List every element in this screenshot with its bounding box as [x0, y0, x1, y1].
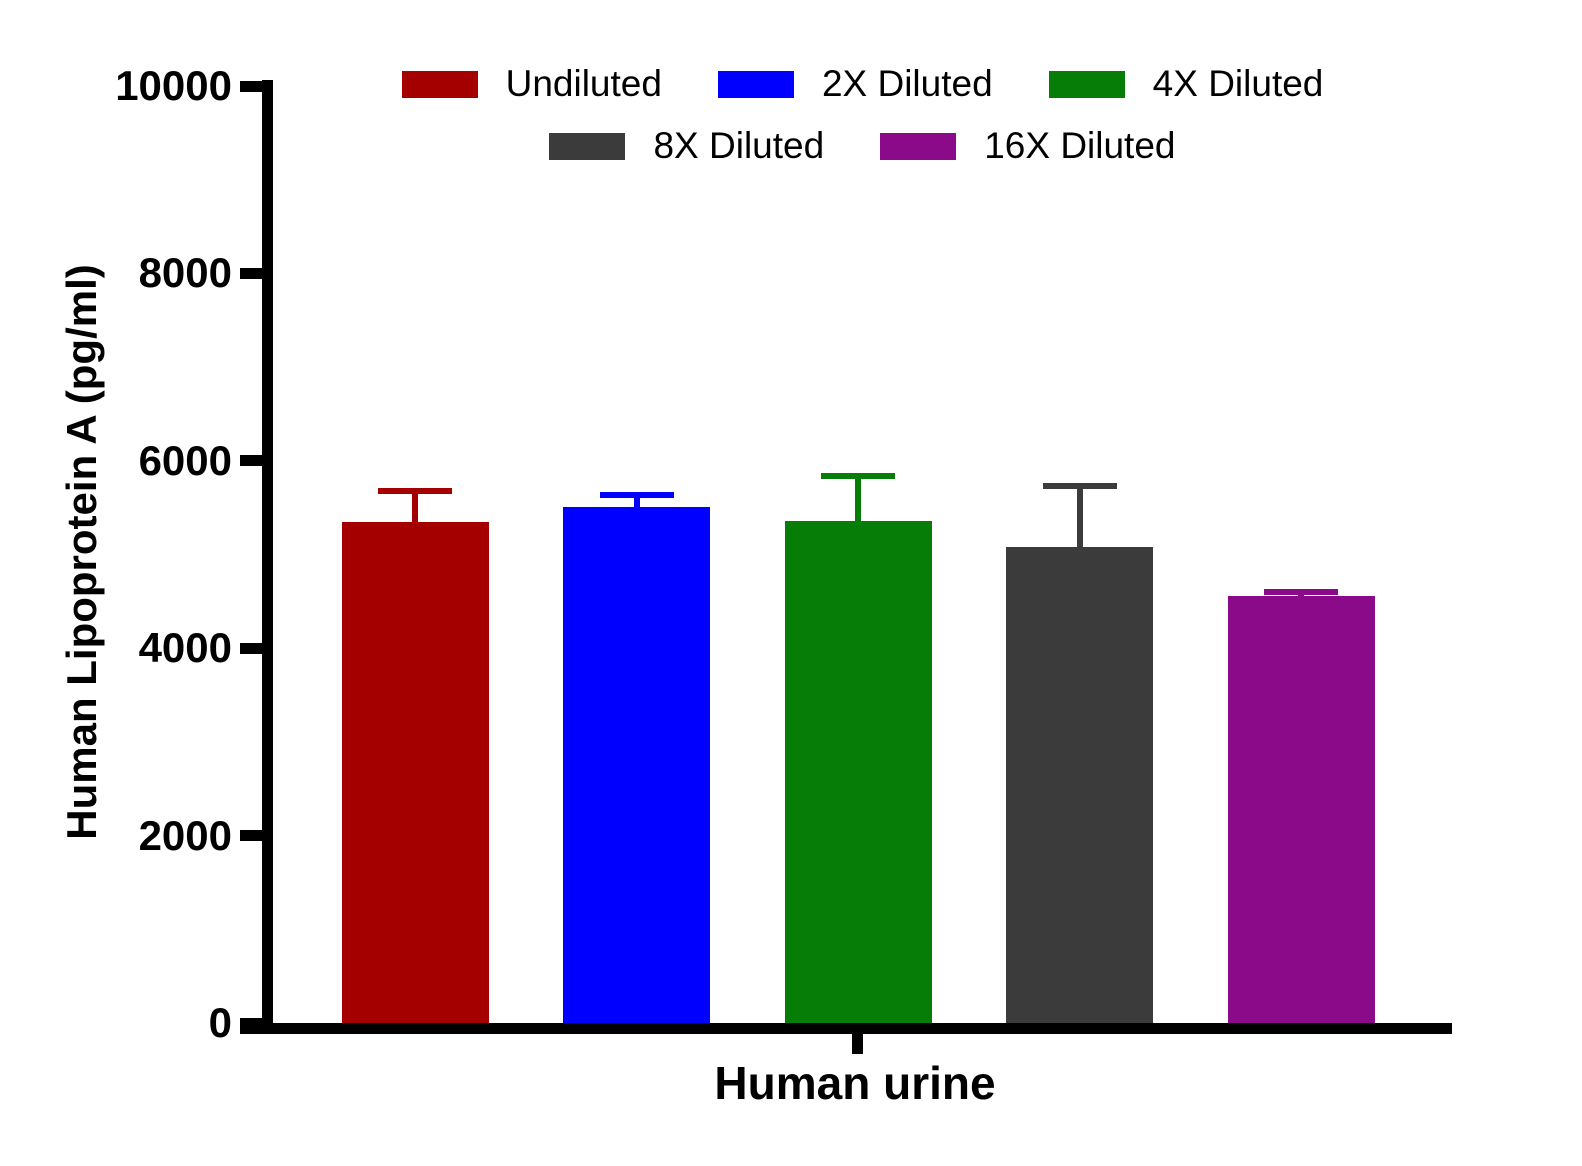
y-tick-label: 4000 — [138, 624, 232, 672]
error-bar-stem — [412, 487, 418, 524]
legend-swatch — [549, 133, 626, 161]
legend-swatch — [1048, 70, 1125, 98]
x-tick — [852, 1034, 863, 1054]
legend-label: 8X Diluted — [653, 125, 825, 167]
bar-4x-diluted — [784, 520, 932, 1023]
legend-item-2x-diluted: 2X Diluted — [717, 62, 993, 106]
legend-swatch — [880, 133, 957, 161]
legend-item-8x-diluted: 8X Diluted — [549, 124, 824, 168]
legend-swatch — [717, 70, 794, 98]
legend: Undiluted 2X Diluted 4X Diluted 8X Diluted 1… — [273, 62, 1452, 169]
legend-label: 16X Diluted — [984, 125, 1176, 167]
legend-item-16x-diluted: 16X Diluted — [880, 124, 1176, 168]
bar-2x-diluted — [563, 506, 710, 1023]
legend-label: Undiluted — [505, 63, 662, 104]
error-bar-cap — [599, 491, 674, 498]
error-bar-stem — [1076, 483, 1083, 549]
x-axis-spine — [240, 1023, 1452, 1034]
y-axis-title: Human Lipoprotein A (pg/ml) — [58, 264, 105, 840]
y-tick — [240, 80, 262, 92]
y-tick-label: 2000 — [138, 811, 232, 859]
bar-undiluted — [341, 521, 489, 1023]
y-axis-spine — [262, 80, 273, 1034]
legend-label: 4X Diluted — [1152, 63, 1324, 104]
legend-row: Undiluted 2X Diluted 4X Diluted — [401, 62, 1324, 106]
bar-8x-diluted — [1006, 547, 1153, 1023]
y-tick — [240, 830, 262, 842]
y-tick — [240, 455, 262, 467]
y-tick-label: 6000 — [138, 436, 232, 484]
y-tick — [240, 1017, 262, 1029]
error-bar-stem — [633, 491, 640, 509]
error-bar-cap — [821, 472, 895, 479]
bar-16x-diluted — [1227, 595, 1375, 1023]
legend-label: 2X Diluted — [821, 63, 993, 104]
y-tick — [240, 642, 262, 654]
legend-item-undiluted: Undiluted — [401, 62, 662, 106]
error-bar-stem — [855, 472, 861, 523]
y-tick-label: 8000 — [138, 249, 232, 297]
legend-swatch — [401, 70, 478, 98]
legend-item-4x-diluted: 4X Diluted — [1048, 62, 1324, 106]
error-bar-cap — [378, 487, 452, 494]
x-axis-label: Human urine — [714, 1057, 996, 1109]
y-tick-label: 0 — [208, 999, 232, 1046]
y-tick-label: 10000 — [115, 62, 232, 109]
error-bar-cap — [1264, 588, 1338, 595]
legend-row: 8X Diluted 16X Diluted — [549, 124, 1176, 168]
error-bar-cap — [1042, 483, 1117, 490]
y-tick — [240, 267, 262, 279]
